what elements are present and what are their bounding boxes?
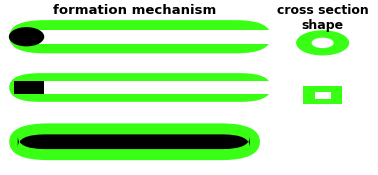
Text: formation mechanism: formation mechanism bbox=[53, 4, 216, 17]
Bar bbox=[39, 30, 271, 44]
FancyBboxPatch shape bbox=[18, 134, 250, 149]
Bar bbox=[304, 86, 342, 104]
Ellipse shape bbox=[9, 27, 44, 46]
Circle shape bbox=[296, 30, 349, 55]
FancyBboxPatch shape bbox=[9, 73, 271, 102]
Bar bbox=[14, 81, 44, 94]
FancyBboxPatch shape bbox=[9, 20, 271, 53]
Circle shape bbox=[311, 38, 334, 48]
Text: cross section
shape: cross section shape bbox=[277, 4, 369, 32]
Bar bbox=[35, 82, 271, 93]
FancyBboxPatch shape bbox=[9, 123, 260, 160]
Bar bbox=[314, 92, 331, 99]
